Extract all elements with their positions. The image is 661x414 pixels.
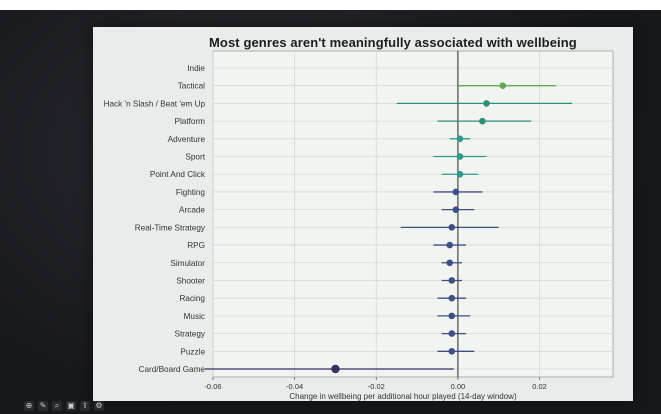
point-estimate — [452, 188, 460, 196]
category-labels: Indie Tactical Hack 'n Slash / Beat 'em Up… — [104, 64, 206, 374]
point-estimate — [456, 135, 464, 143]
point-estimate — [456, 153, 464, 160]
category-label: Hack 'n Slash / Beat 'em Up — [104, 99, 206, 108]
search-icon[interactable]: ⌕ — [52, 401, 62, 411]
plot-marks — [204, 82, 573, 374]
category-label: Real-Time Strategy — [135, 223, 206, 232]
category-label: Strategy — [175, 330, 206, 339]
category-label: Card/Board Game — [139, 365, 206, 374]
x-tick-label: 0.00 — [451, 382, 466, 391]
category-label: Music — [184, 312, 205, 321]
screen-frame-top — [0, 0, 661, 10]
x-tick-label: 0.02 — [532, 382, 547, 391]
x-axis-label: Change in wellbeing per additional hour … — [289, 392, 517, 401]
point-estimate — [456, 170, 464, 178]
x-tick-label: -0.04 — [286, 382, 303, 391]
edit-icon[interactable]: ✎ — [38, 401, 48, 411]
point-estimate — [446, 259, 454, 267]
category-label: Tactical — [178, 82, 205, 91]
point-estimate — [483, 100, 490, 107]
category-label: RPG — [187, 241, 205, 250]
plot-grid — [212, 50, 614, 378]
chart-title: Most genres aren't meaningfully associat… — [209, 35, 577, 50]
category-label: Arcade — [179, 206, 205, 215]
point-estimate — [448, 294, 456, 302]
x-axis: -0.06 -0.04 -0.02 0.00 0.02 Change in wellbei… — [204, 377, 547, 401]
point-estimate — [448, 312, 456, 320]
viewer-toolbar: ⊕ ✎ ⌕ ▣ ⇪ ⚙ — [24, 401, 104, 411]
point-estimate — [331, 364, 340, 374]
category-label: Fighting — [176, 188, 206, 197]
category-label: Shooter — [176, 276, 205, 285]
x-tick-label: -0.02 — [368, 382, 385, 391]
image-icon[interactable]: ▣ — [66, 401, 76, 411]
plot-area — [212, 50, 614, 378]
zoom-icon[interactable]: ⊕ — [24, 401, 34, 411]
category-label: Point And Click — [150, 170, 206, 179]
category-label: Indie — [187, 64, 205, 73]
category-label: Simulator — [170, 259, 205, 268]
category-label: Puzzle — [180, 347, 205, 356]
point-estimate — [452, 206, 460, 213]
forest-plot: Indie Tactical Hack 'n Slash / Beat 'em Up… — [104, 50, 614, 401]
point-estimate — [448, 347, 456, 355]
x-tick-label: -0.06 — [204, 382, 221, 391]
point-estimate — [446, 241, 454, 249]
point-estimate — [448, 330, 456, 337]
category-label: Racing — [180, 294, 206, 303]
presentation-slide: Most genres aren't meaningfully associat… — [93, 27, 633, 401]
point-estimate — [479, 117, 486, 125]
category-label: Sport — [185, 153, 205, 162]
share-icon[interactable]: ⇪ — [80, 401, 90, 411]
point-estimate — [448, 277, 456, 284]
category-label: Adventure — [168, 135, 206, 144]
category-label: Platform — [175, 117, 206, 126]
point-estimate — [448, 224, 456, 231]
point-estimate — [499, 82, 507, 90]
settings-icon[interactable]: ⚙ — [94, 401, 104, 411]
